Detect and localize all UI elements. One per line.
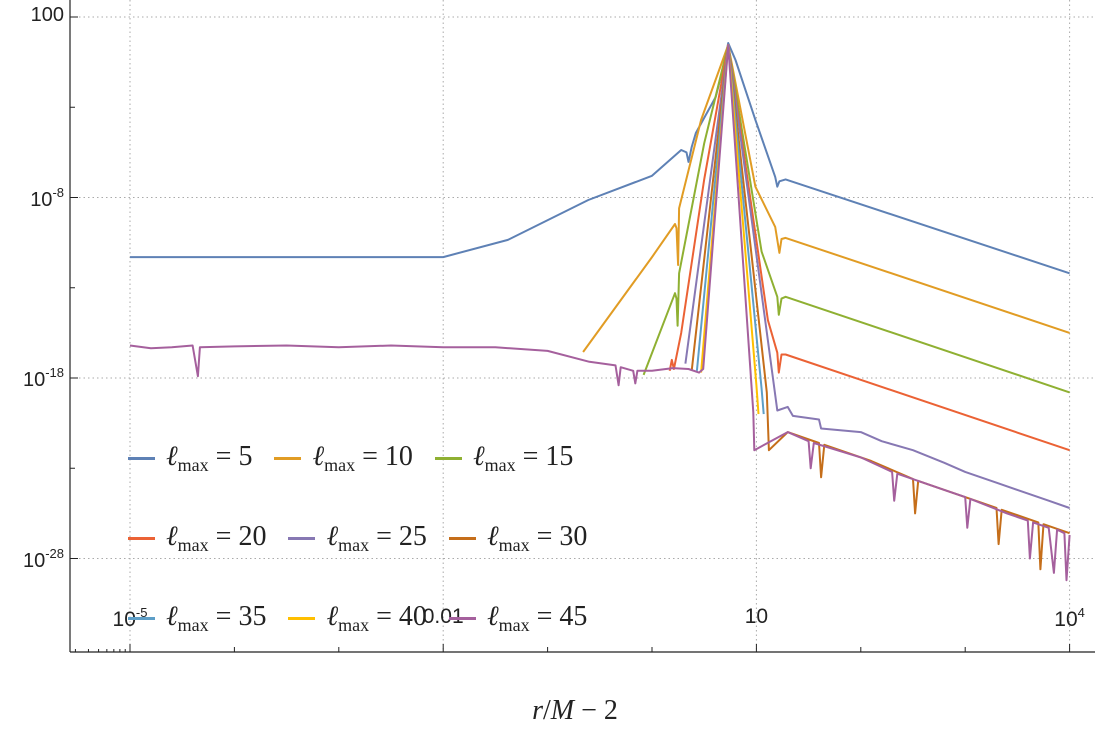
legend-swatch — [448, 616, 476, 620]
series-line-lmax-45 — [129, 44, 1071, 582]
legend-item-lmax-10: ℓmax = 10 — [274, 441, 413, 476]
legend-value: = 35 — [208, 600, 267, 632]
legend-value: = 45 — [529, 600, 588, 632]
legend-label: ℓmax = 10 — [312, 441, 412, 476]
x-tick-label: 0.01 — [423, 605, 464, 629]
tick-label-base: 10 — [112, 608, 136, 631]
legend-swatch — [128, 456, 155, 460]
legend-label: ℓmax = 45 — [487, 601, 587, 636]
gridlines — [70, 0, 1095, 652]
legend-row: ℓmax = 5 ℓmax = 10 ℓmax = 15 — [128, 418, 609, 498]
y-tick-label: 10-28 — [23, 546, 64, 573]
legend-row: ℓmax = 35 ℓmax = 40 ℓmax = 45 — [128, 578, 609, 658]
max-subscript: max — [498, 614, 530, 635]
series-line-lmax-15 — [642, 44, 1070, 394]
legend-item-lmax-45: ℓmax = 45 — [448, 601, 587, 636]
legend-value: = 40 — [369, 600, 427, 632]
series-lines — [129, 42, 1071, 582]
max-subscript: max — [338, 614, 370, 635]
tick-label-base: 10 — [22, 369, 46, 391]
ell-symbol: ℓ — [166, 440, 178, 472]
max-subscript: max — [338, 534, 370, 555]
legend-item-lmax-15: ℓmax = 15 — [434, 441, 573, 476]
y-tick-label: 100 — [31, 4, 64, 27]
series-line-lmax-20 — [668, 44, 1070, 452]
legend-label: ℓmax = 35 — [166, 601, 266, 636]
ell-symbol: ℓ — [472, 440, 485, 472]
tick-label-exponent: -28 — [45, 545, 64, 561]
legend-label: ℓmax = 40 — [326, 601, 426, 636]
legend-swatch — [274, 456, 302, 460]
series-line-lmax-25 — [684, 44, 1070, 509]
x-axis-title: r/M − 2 — [532, 695, 618, 726]
max-subscript: max — [177, 534, 209, 555]
legend-item-lmax-40: ℓmax = 40 — [288, 601, 427, 636]
legend-item-lmax-5: ℓmax = 5 — [128, 441, 252, 476]
ell-symbol: ℓ — [486, 600, 499, 632]
legend-value: = 10 — [355, 440, 413, 472]
legend-row: ℓmax = 20 ℓmax = 25 ℓmax = 30 — [128, 498, 609, 578]
legend-swatch — [434, 456, 462, 460]
legend-swatch — [288, 536, 316, 540]
x-tick-label: 104 — [1054, 605, 1085, 632]
ell-symbol: ℓ — [486, 520, 499, 552]
tick-label-base: 100 — [30, 4, 64, 26]
legend-value: = 30 — [529, 520, 588, 552]
ell-symbol: ℓ — [326, 520, 339, 552]
ell-symbol: ℓ — [326, 600, 339, 632]
tick-label-base: 10 — [1054, 608, 1078, 631]
legend-swatch — [448, 536, 476, 540]
tick-label-base: 10 — [22, 549, 46, 572]
x-tick-label: 10 — [745, 605, 768, 629]
legend-swatch — [288, 616, 316, 620]
series-line-lmax-10 — [582, 44, 1070, 353]
legend-item-lmax-30: ℓmax = 30 — [448, 521, 587, 556]
legend-label: ℓmax = 25 — [326, 521, 426, 556]
tick-label-base: 10 — [744, 605, 769, 628]
y-tick-label: 10-18 — [23, 365, 64, 392]
tick-label-exponent: 4 — [1077, 605, 1085, 620]
ell-symbol: ℓ — [166, 520, 178, 552]
tick-label-exponent: -8 — [52, 184, 64, 200]
tick-label-exponent: -5 — [135, 605, 148, 620]
legend-item-lmax-20: ℓmax = 20 — [128, 521, 266, 556]
legend-label: ℓmax = 5 — [166, 441, 252, 476]
legend-value: = 5 — [208, 440, 253, 472]
max-subscript: max — [484, 454, 516, 475]
series-line-lmax-35 — [695, 44, 765, 415]
max-subscript: max — [177, 614, 209, 635]
tick-label-base: 0.01 — [422, 605, 464, 628]
max-subscript: max — [177, 454, 209, 475]
axes — [69, 0, 1095, 653]
y-tick-label: 10-8 — [30, 185, 64, 212]
legend-label: ℓmax = 20 — [166, 521, 266, 556]
legend-label: ℓmax = 30 — [487, 521, 587, 556]
ell-symbol: ℓ — [166, 600, 178, 632]
legend-swatch — [128, 616, 155, 620]
tick-label-exponent: -18 — [45, 365, 64, 380]
max-subscript: max — [498, 534, 530, 555]
series-line-lmax-5 — [130, 42, 1070, 275]
ell-symbol: ℓ — [312, 440, 325, 472]
series-line-lmax-30 — [690, 44, 1070, 571]
tick-label-base: 10 — [30, 188, 53, 211]
max-subscript: max — [324, 454, 356, 475]
legend-value: = 25 — [369, 520, 427, 552]
x-tick-label: 10-5 — [113, 605, 148, 632]
legend-value: = 15 — [515, 440, 574, 472]
legend-item-lmax-35: ℓmax = 35 — [128, 601, 266, 636]
legend: ℓmax = 5 ℓmax = 10 ℓmax = 15 ℓmax = 20 ℓmax … — [128, 418, 609, 658]
legend-swatch — [128, 536, 155, 540]
legend-label: ℓmax = 15 — [473, 441, 573, 476]
legend-item-lmax-25: ℓmax = 25 — [288, 521, 427, 556]
legend-value: = 20 — [208, 520, 267, 552]
